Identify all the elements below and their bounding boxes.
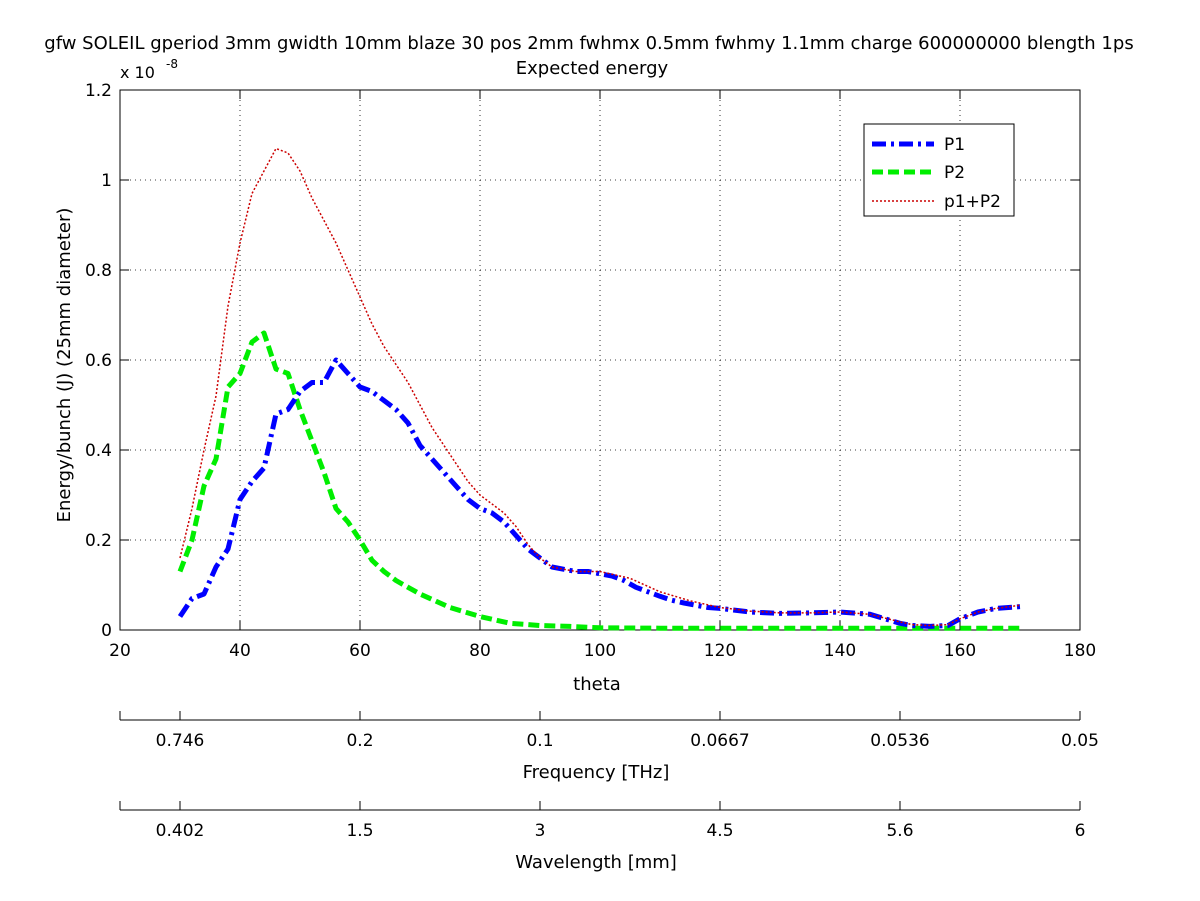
y-multiplier-exponent: -8: [166, 57, 178, 71]
y-multiplier-base: x 10: [120, 63, 155, 82]
x-tick-label: 120: [704, 641, 736, 661]
axis-ticks: [119, 89, 1081, 631]
legend-label-p2: P2: [944, 163, 965, 183]
frequency-tick-label: 0.05: [1061, 731, 1099, 751]
legend-label-sum: p1+P2: [944, 192, 1001, 212]
series-line-p1-plus-p2: [179, 147, 1021, 627]
x-tick-labels: 20 40 60 80 100 120 140 160 180: [109, 641, 1096, 661]
series-line-p1: [177, 357, 1021, 629]
wavelength-tick-label: 4.5: [706, 821, 733, 841]
y-tick-labels: 0 0.2 0.4 0.6 0.8 1 1.2: [85, 81, 112, 641]
chart-title: gfw SOLEIL gperiod 3mm gwidth 10mm blaze…: [44, 33, 1133, 54]
legend: P1 P2 p1+P2: [863, 123, 1015, 217]
y-tick-label: 1.2: [85, 81, 112, 101]
x-tick-label: 60: [349, 641, 371, 661]
frequency-tick-label: 0.1: [526, 731, 553, 751]
y-tick-label: 0.8: [85, 261, 112, 281]
y-tick-label: 1: [101, 171, 112, 191]
x-tick-label: 80: [469, 641, 491, 661]
wavelength-axis-ticks: 0.402 1.5 3 4.5 5.6 6: [119, 801, 1086, 841]
frequency-tick-label: 0.746: [156, 731, 205, 751]
legend-label-p1: P1: [944, 135, 965, 155]
frequency-axis: 0.746 0.2 0.1 0.0667 0.0536 0.05 Frequency [T…: [119, 711, 1099, 783]
wavelength-tick-label: 1.5: [346, 821, 373, 841]
frequency-tick-label: 0.0667: [690, 731, 749, 751]
x-axis-label: theta: [573, 674, 621, 695]
wavelength-axis: 0.402 1.5 3 4.5 5.6 6 Wavelength [mm]: [119, 801, 1086, 873]
y-tick-label: 0.4: [85, 441, 112, 461]
x-tick-label: 180: [1064, 641, 1096, 661]
chart-subtitle: Expected energy: [516, 58, 669, 79]
y-tick-label: 0.6: [85, 351, 112, 371]
wavelength-axis-label: Wavelength [mm]: [515, 852, 677, 873]
x-tick-label: 160: [944, 641, 976, 661]
x-tick-label: 140: [824, 641, 856, 661]
series-lines: [177, 147, 1021, 631]
series-line-p2: [177, 330, 1020, 631]
y-multiplier: x 10 -8: [120, 57, 178, 82]
wavelength-tick-label: 0.402: [156, 821, 205, 841]
y-tick-label: 0.2: [85, 531, 112, 551]
x-tick-label: 20: [109, 641, 131, 661]
wavelength-tick-label: 3: [535, 821, 546, 841]
grid: [120, 90, 1080, 630]
frequency-axis-ticks: 0.746 0.2 0.1 0.0667 0.0536 0.05: [119, 711, 1099, 751]
y-axis-label: Energy/bunch (J) (25mm diameter): [54, 208, 75, 523]
x-tick-label: 100: [584, 641, 616, 661]
x-tick-label: 40: [229, 641, 251, 661]
frequency-tick-label: 0.2: [346, 731, 373, 751]
frequency-axis-label: Frequency [THz]: [523, 762, 670, 783]
frequency-tick-label: 0.0536: [870, 731, 929, 751]
wavelength-tick-label: 6: [1075, 821, 1086, 841]
wavelength-tick-label: 5.6: [886, 821, 913, 841]
y-tick-label: 0: [101, 621, 112, 641]
